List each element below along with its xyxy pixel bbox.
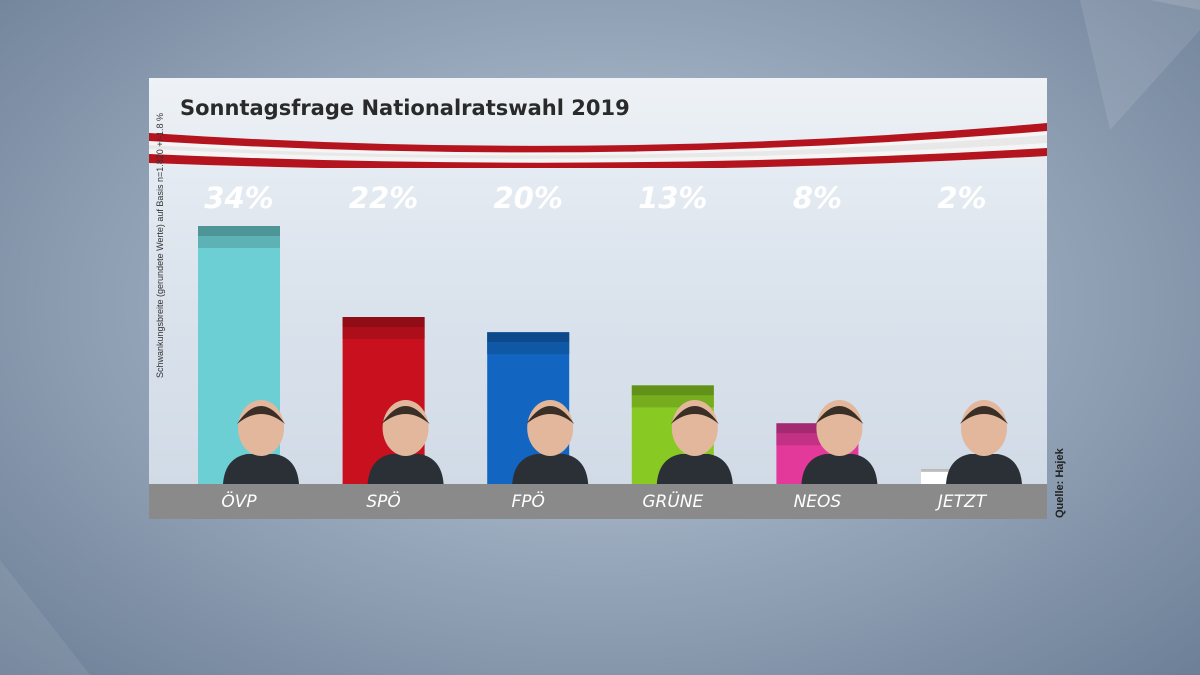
bar-group-4: 8% NEOS: [776, 181, 878, 512]
bar-mid-band: [342, 327, 425, 340]
value-label: 13%: [638, 181, 707, 215]
value-label: 20%: [493, 181, 562, 215]
value-label: 34%: [204, 181, 273, 215]
candidate-portrait: [367, 400, 444, 484]
category-label: JETZT: [935, 492, 988, 512]
bar-top-band: [198, 226, 280, 236]
chart-panel: Sonntagsfrage Nationalratswahl 2019 Schw…: [149, 78, 1047, 519]
value-label: 2%: [937, 181, 986, 215]
chart-title: Sonntagsfrage Nationalratswahl 2019: [180, 96, 630, 120]
bar-group-3: 13% GRÜNE: [631, 181, 733, 512]
candidate-portrait: [223, 400, 299, 484]
category-label: GRÜNE: [642, 490, 703, 512]
candidate-portrait: [512, 400, 589, 484]
value-label: 8%: [793, 181, 842, 215]
bar-top-band: [487, 332, 570, 343]
value-label: 22%: [349, 181, 418, 215]
bar-top-band: [342, 317, 425, 328]
bar-group-1: 22% SPÖ: [342, 181, 444, 512]
category-label: SPÖ: [366, 490, 400, 512]
bar-mid-band: [198, 236, 280, 248]
bar-group-5: 2% JETZT: [921, 181, 1022, 512]
candidate-portrait: [656, 400, 733, 484]
bar-mid-band: [487, 342, 570, 355]
category-label-band: [149, 484, 1047, 519]
austrian-flag-ribbon: [149, 123, 1047, 168]
bar-group-0: 34% ÖVP: [198, 181, 299, 512]
bar-group-2: 20% FPÖ: [487, 181, 589, 512]
title-bar: Sonntagsfrage Nationalratswahl 2019: [149, 78, 1047, 138]
candidate-portrait: [946, 400, 1022, 484]
bar-top-band: [631, 385, 714, 396]
candidate-portrait: [801, 400, 878, 484]
category-label: ÖVP: [221, 490, 257, 512]
category-label: FPÖ: [511, 490, 544, 512]
source-text: Quelle: Hajek: [1054, 448, 1066, 518]
category-label: NEOS: [794, 492, 842, 512]
bar-chart: 34% ÖVP 22% SPÖ 20% FPÖ 13% GRÜNE 8% NEOS 2% JETZT: [149, 181, 1047, 519]
